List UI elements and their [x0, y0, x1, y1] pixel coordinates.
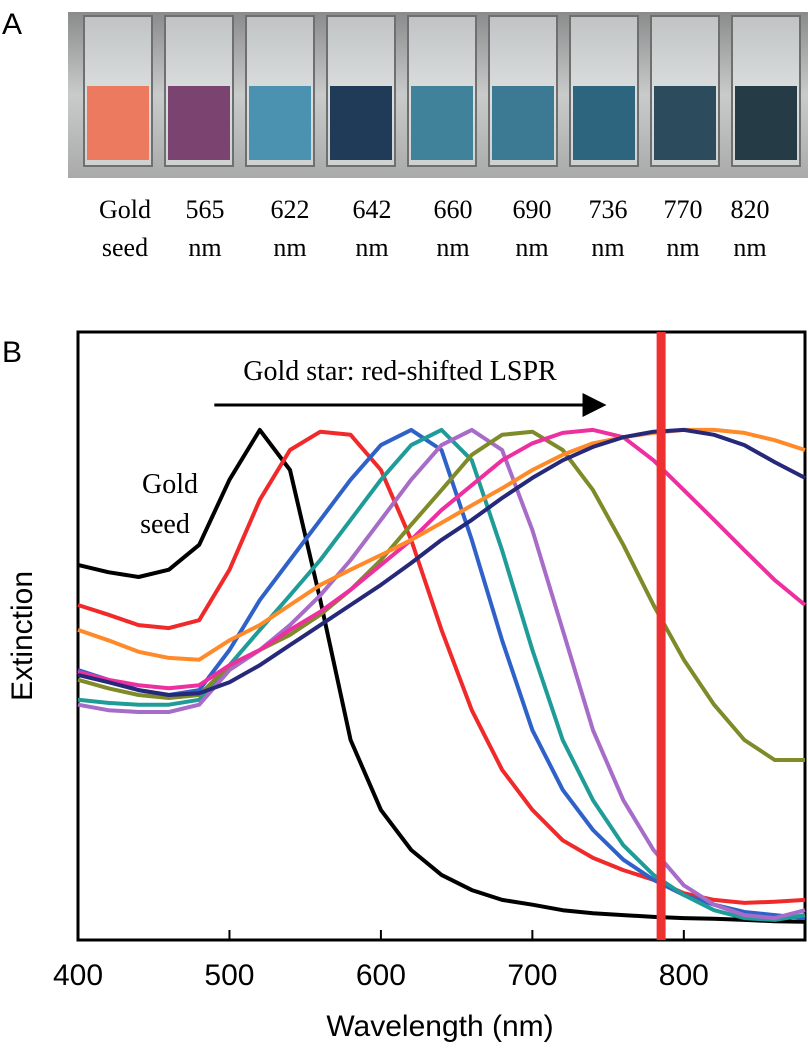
cuvette-label: 820 — [731, 195, 770, 224]
cuvette-label: nm — [591, 233, 624, 262]
data-line — [77, 427, 807, 691]
x-tick-label: 700 — [507, 959, 557, 992]
cuvette-label: nm — [515, 233, 548, 262]
x-tick-label: 800 — [659, 959, 709, 992]
cuvette-liquid — [735, 86, 797, 160]
cuvette-liquid — [249, 86, 311, 160]
cuvette-label: nm — [666, 233, 699, 262]
cuvette-label: nm — [273, 233, 306, 262]
panel-label: B — [2, 336, 22, 369]
cuvette-label: 690 — [513, 195, 552, 224]
cuvette-label: nm — [436, 233, 469, 262]
cuvette-liquid — [87, 86, 149, 160]
annotation: Gold star: red-shifted LSPR — [243, 356, 557, 387]
cuvette-label: 660 — [434, 195, 473, 224]
cuvette-liquid — [492, 86, 554, 160]
panel-label: A — [2, 8, 22, 41]
cuvette-label: 622 — [271, 195, 310, 224]
cuvette-liquid — [654, 86, 716, 160]
cuvette-label: nm — [355, 233, 388, 262]
cuvette-liquid — [573, 86, 635, 160]
annotation: Gold — [142, 469, 198, 500]
plot-frame — [76, 330, 807, 942]
cuvette-label: nm — [188, 233, 221, 262]
cuvette-liquid — [330, 86, 392, 160]
data-line — [77, 427, 806, 924]
cuvette-label: 642 — [353, 195, 392, 224]
data-line — [77, 427, 806, 922]
data-line — [77, 427, 806, 697]
data-line — [77, 427, 806, 921]
x-tick-label: 500 — [204, 959, 254, 992]
x-tick-label: 400 — [53, 959, 103, 992]
cuvette-liquid — [168, 86, 230, 160]
cuvette-label: 736 — [589, 195, 628, 224]
y-axis-label: Extinction — [6, 571, 39, 701]
annotation: seed — [140, 509, 190, 540]
cuvette-liquid — [411, 86, 473, 160]
x-axis-label: Wavelength (nm) — [326, 1010, 553, 1043]
cuvette-label: nm — [733, 233, 766, 262]
cuvette-label: 770 — [664, 195, 703, 224]
cuvette-label: seed — [102, 233, 148, 262]
cuvette-label: 565 — [186, 195, 225, 224]
cuvette-label: Gold — [99, 195, 151, 224]
x-tick-label: 600 — [356, 959, 406, 992]
